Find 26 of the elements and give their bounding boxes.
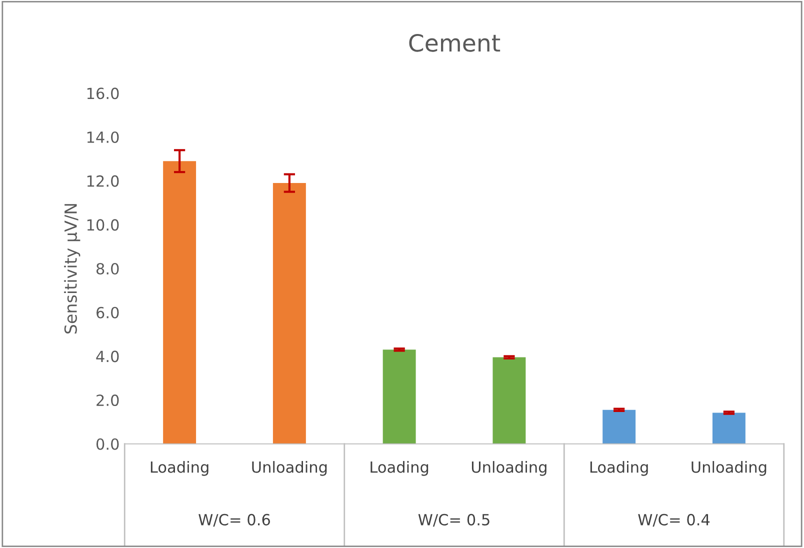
y-tick-label: 16.0 <box>87 88 119 100</box>
y-tick-label: 0.0 <box>96 438 119 450</box>
bar <box>382 350 416 444</box>
x-tick-label: Loading <box>150 461 208 476</box>
bar <box>492 357 526 444</box>
x-tick-label: Unloading <box>692 461 766 476</box>
text: W/C= 0.4 <box>638 514 710 527</box>
y-tick-label: 6.0 <box>96 306 119 318</box>
y-tick-label: 14.0 <box>87 131 119 144</box>
x-tick-label: Loading <box>590 461 648 476</box>
x-tick-label: Unloading <box>252 461 327 476</box>
bar <box>163 161 196 444</box>
y-tick-label: 12.0 <box>87 175 119 187</box>
chart-title: Cement <box>409 34 500 52</box>
y-tick-label: 8.0 <box>96 262 119 275</box>
y-tick-label: 4.0 <box>96 350 119 362</box>
y-tick-label: 2.0 <box>96 394 119 406</box>
bar <box>272 183 306 444</box>
bar <box>712 412 746 444</box>
text: W/C= 0.5 <box>418 514 490 527</box>
x-tick-label: Loading <box>370 461 428 476</box>
bar <box>602 410 636 444</box>
x-tick-label: Unloading <box>472 461 546 476</box>
text: W/C= 0.6 <box>198 514 270 527</box>
y-axis-title: Sensitivity µV/N <box>64 204 80 334</box>
y-tick-label: 10.0 <box>87 219 119 231</box>
